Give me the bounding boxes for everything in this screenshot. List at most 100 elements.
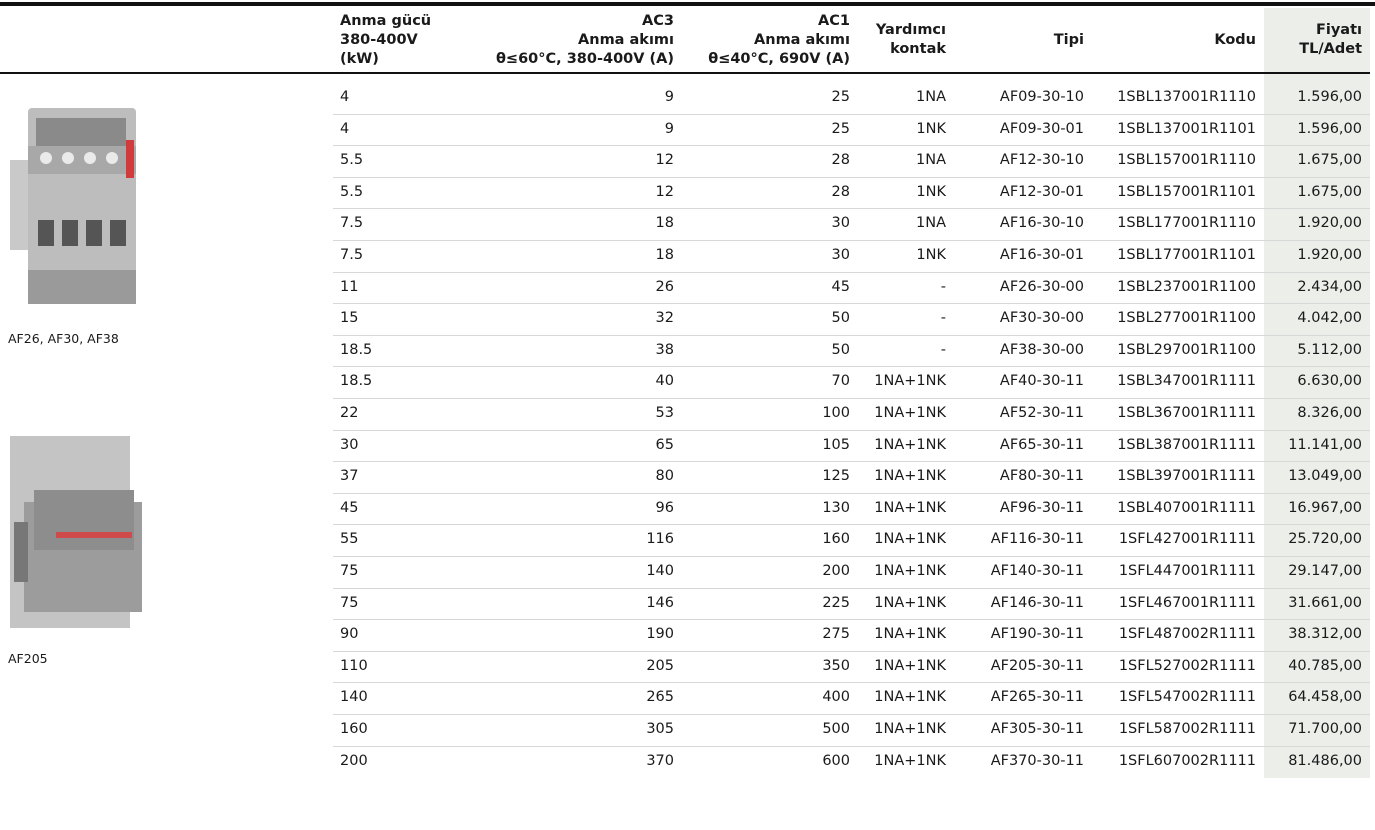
column-header: AC3 Anma akımı θ≤60°C, 380-400V (A) — [496, 8, 674, 72]
image-caption: AF205 — [8, 651, 48, 666]
table-cell: AF205-30-11 — [990, 657, 1084, 674]
row-separator — [333, 398, 1370, 399]
header-rule — [0, 72, 1370, 74]
header-line: Anma akımı — [754, 31, 850, 48]
table-cell: 1NA+1NK — [874, 752, 946, 769]
table-cell: AF26-30-00 — [999, 278, 1084, 295]
table-cell: 25.720,00 — [1288, 531, 1362, 548]
table-cell: 1.920,00 — [1297, 215, 1362, 232]
table-cell: 2.434,00 — [1297, 278, 1362, 295]
table-cell: 64.458,00 — [1288, 689, 1362, 706]
table-cell: 116 — [646, 531, 674, 548]
table-cell: 1SFL447001R1111 — [1118, 563, 1256, 579]
table-cell: 1SBL387001R1111 — [1117, 436, 1256, 453]
table-cell: AF116-30-11 — [990, 531, 1084, 548]
table-cell: 8.326,00 — [1297, 405, 1362, 421]
table-cell: 5.5 — [340, 152, 364, 169]
table-cell: 81.486,00 — [1288, 752, 1362, 769]
header-line: 380-400V — [340, 31, 418, 48]
table-cell: 28 — [831, 152, 850, 169]
table-cell: 38 — [655, 341, 674, 358]
table-cell: 1.675,00 — [1297, 183, 1362, 200]
header-line: θ≤60°C, 380-400V (A) — [495, 50, 674, 67]
table-cell: 140 — [340, 689, 368, 706]
row-separator — [333, 524, 1370, 526]
table-cell: 1NA+1NK — [874, 721, 946, 737]
table-cell: - — [940, 278, 946, 295]
table-cell: 400 — [822, 689, 850, 706]
table-cell: 71.700,00 — [1288, 721, 1362, 737]
table-cell: 18.5 — [340, 373, 373, 390]
table-cell: AF16-30-10 — [999, 215, 1084, 232]
table-cell: AF12-30-10 — [999, 152, 1084, 169]
row-separator — [333, 461, 1370, 463]
product-image-af26 — [10, 108, 136, 304]
table-cell: 12 — [655, 152, 674, 169]
header-line: θ≤40°C, 690V (A) — [708, 50, 850, 67]
table-cell: - — [940, 310, 946, 327]
table-cell: 1NK — [916, 183, 946, 200]
table-cell: 1SFL587002R1111 — [1118, 721, 1256, 737]
table-cell: 1SBL407001R1111 — [1117, 499, 1256, 516]
table-cell: 1NA+1NK — [874, 373, 946, 390]
table-cell: 105 — [822, 436, 850, 453]
table-cell: 265 — [646, 689, 674, 706]
column-header: Anma gücü 380-400V (kW) — [340, 8, 431, 72]
table-cell: 1SBL157001R1101 — [1117, 183, 1256, 200]
table-cell: 1NA+1NK — [874, 436, 946, 453]
table-cell: 22 — [340, 405, 359, 421]
table-cell: 1.920,00 — [1297, 247, 1362, 263]
table-cell: 140 — [646, 563, 674, 579]
table-cell: 45 — [831, 278, 850, 295]
header-line: Anma akımı — [578, 31, 674, 48]
table-cell: AF52-30-11 — [999, 405, 1084, 421]
table-cell: AF265-30-11 — [990, 689, 1084, 706]
table-cell: AF40-30-11 — [999, 373, 1084, 390]
price-column-bg — [1264, 8, 1370, 778]
table-cell: 1NA+1NK — [874, 689, 946, 706]
table-cell: 160 — [340, 721, 368, 737]
table-cell: 1SFL527002R1111 — [1118, 657, 1256, 674]
table-cell: 1SFL607002R1111 — [1118, 752, 1256, 769]
row-separator — [333, 556, 1370, 557]
table-cell: 4 — [340, 120, 350, 137]
table-cell: AF370-30-11 — [990, 752, 1084, 769]
column-header: Fiyatı TL/Adet — [1299, 8, 1362, 72]
table-cell: 6.630,00 — [1297, 373, 1362, 390]
table-cell: 30 — [831, 215, 850, 232]
table-cell: 1SBL137001R1110 — [1117, 89, 1256, 105]
table-cell: 1SFL487002R1111 — [1118, 626, 1256, 643]
table-cell: 75 — [340, 594, 359, 611]
table-cell: 1.596,00 — [1297, 89, 1362, 105]
row-separator — [333, 619, 1370, 621]
table-cell: 1NA+1NK — [874, 531, 946, 548]
row-separator — [333, 650, 1370, 652]
table-cell: 7.5 — [340, 215, 364, 232]
header-line: Tipi — [1053, 31, 1084, 48]
table-cell: 90 — [340, 626, 359, 643]
table-cell: 1NK — [916, 120, 946, 137]
table-cell: 1NA+1NK — [874, 657, 946, 674]
table-cell: 1SBL297001R1100 — [1117, 341, 1256, 358]
table-cell: 305 — [646, 721, 674, 737]
table-cell: 130 — [822, 499, 850, 516]
table-cell: AF140-30-11 — [990, 563, 1084, 579]
table-cell: 275 — [822, 626, 850, 643]
table-cell: 1SBL367001R1111 — [1117, 405, 1256, 421]
product-image-af205 — [10, 436, 142, 628]
table-cell: AF12-30-01 — [999, 183, 1084, 200]
table-cell: 200 — [340, 752, 368, 769]
table-cell: 1SBL157001R1110 — [1117, 152, 1256, 169]
table-cell: AF146-30-11 — [990, 594, 1084, 611]
column-header: Kodu — [1214, 8, 1256, 72]
table-cell: 500 — [822, 721, 850, 737]
table-cell: 1SFL427001R1111 — [1118, 531, 1256, 548]
table-cell: 1NA+1NK — [874, 468, 946, 485]
table-cell: 30 — [340, 436, 359, 453]
image-caption: AF26, AF30, AF38 — [8, 331, 119, 346]
table-cell: 31.661,00 — [1288, 594, 1362, 611]
row-separator — [333, 176, 1370, 178]
row-separator — [333, 271, 1370, 273]
table-cell: 32 — [655, 310, 674, 327]
table-cell: 18 — [655, 215, 674, 232]
